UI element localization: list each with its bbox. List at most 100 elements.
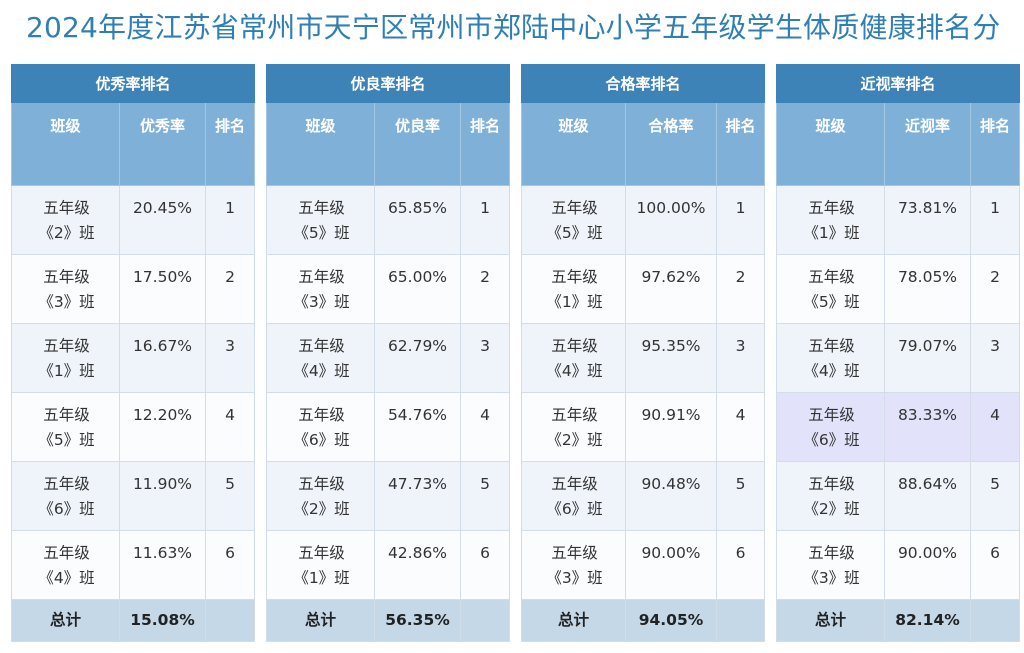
class-cell: 五年级 《6》班	[521, 461, 626, 531]
class-number: 《5》班	[293, 224, 350, 242]
class-cell: 五年级 《1》班	[776, 185, 885, 255]
class-number: 《6》班	[546, 500, 603, 518]
class-cell: 五年级 《4》班	[11, 530, 120, 600]
table-row: 五年级 《4》班 62.79% 3	[266, 323, 511, 393]
total-empty-cell	[969, 599, 1021, 642]
class-grade: 五年级	[298, 406, 345, 424]
rank-cell: 5	[459, 461, 511, 531]
table-row: 五年级《6》班 54.76% 4	[266, 392, 511, 462]
rate-cell: 90.91%	[625, 392, 717, 462]
table-title: 优秀率排名	[10, 64, 256, 103]
ranking-table: 近视率排名 班级 近视率 排名 五年级 《1》班 73.81% 1 五年级 《5》班…	[775, 64, 1021, 642]
total-row: 总计 15.08%	[11, 599, 256, 642]
class-grade: 五年级	[298, 337, 345, 355]
class-cell: 五年级 《3》班	[11, 254, 120, 324]
class-cell: 五年级《1》班	[266, 530, 375, 600]
rank-cell: 2	[204, 254, 256, 324]
table-row: 五年级 《3》班 17.50% 2	[11, 254, 256, 324]
table-row-highlighted: 五年级 《6》班 83.33% 4	[776, 392, 1021, 462]
rank-cell: 4	[969, 392, 1021, 462]
table-row: 五年级 《2》班 90.91% 4	[521, 392, 766, 462]
rank-cell: 4	[204, 392, 256, 462]
class-number: 《1》班	[293, 569, 350, 587]
class-cell: 五年级 《4》班	[521, 323, 626, 393]
class-grade: 五年级	[298, 199, 345, 217]
total-row: 总计 56.35%	[266, 599, 511, 642]
class-grade: 五年级	[551, 337, 598, 355]
class-cell: 五年级 《3》班	[266, 254, 375, 324]
rank-cell: 3	[969, 323, 1021, 393]
rank-cell: 5	[969, 461, 1021, 531]
table-row: 五年级 《3》班 90.00% 6	[776, 530, 1021, 600]
rate-cell: 54.76%	[374, 392, 461, 462]
class-grade: 五年级	[43, 337, 90, 355]
rate-cell: 62.79%	[374, 323, 461, 393]
col-rank-header: 排名	[459, 102, 511, 186]
rank-cell: 4	[715, 392, 766, 462]
rate-cell: 100.00%	[625, 185, 717, 255]
class-cell: 五年级 《4》班	[776, 323, 885, 393]
rank-cell: 4	[459, 392, 511, 462]
total-value: 94.05%	[625, 599, 717, 642]
rank-cell: 6	[969, 530, 1021, 600]
total-label: 总计	[521, 599, 626, 642]
class-number: 《1》班	[546, 293, 603, 311]
col-class-header: 班级	[11, 102, 120, 186]
table-row: 五年级 《6》班 90.48% 5	[521, 461, 766, 531]
page-title: 2024年度江苏省常州市天宁区常州市郑陆中心小学五年级学生体质健康排名分	[26, 11, 1001, 44]
total-label: 总计	[11, 599, 120, 642]
rank-cell: 5	[204, 461, 256, 531]
col-rank-header: 排名	[969, 102, 1021, 186]
rate-cell: 11.63%	[119, 530, 206, 600]
pass-rate-panel: 合格率排名 班级 合格率 排名 五年级 《5》班 100.00% 1 五年级 《1》…	[520, 64, 766, 642]
class-cell: 五年级《5》班	[266, 185, 375, 255]
table-title: 优良率排名	[265, 64, 511, 103]
rank-cell: 5	[715, 461, 766, 531]
class-grade: 五年级	[43, 544, 90, 562]
rank-cell: 3	[204, 323, 256, 393]
class-grade: 五年级	[551, 406, 598, 424]
class-cell: 五年级 《3》班	[776, 530, 885, 600]
ranking-table: 合格率排名 班级 合格率 排名 五年级 《5》班 100.00% 1 五年级 《1》…	[520, 64, 766, 642]
class-number: 《6》班	[293, 431, 350, 449]
class-grade: 五年级	[43, 199, 90, 217]
col-rank-header: 排名	[715, 102, 766, 186]
class-grade: 五年级	[298, 544, 345, 562]
class-number: 《6》班	[803, 431, 860, 449]
rank-cell: 1	[969, 185, 1021, 255]
rate-cell: 73.81%	[884, 185, 971, 255]
class-grade: 五年级	[808, 337, 855, 355]
rate-cell: 95.35%	[625, 323, 717, 393]
good-rate-panel: 优良率排名 班级 优良率 排名 五年级 《5》班 65.85% 1 五年级 《3》班…	[265, 64, 511, 642]
rate-cell: 88.64%	[884, 461, 971, 531]
class-number: 《5》班	[546, 224, 603, 242]
rank-cell: 6	[459, 530, 511, 600]
rate-cell: 90.00%	[884, 530, 971, 600]
col-class-header: 班级	[521, 102, 626, 186]
table-row: 五年级 《4》班 95.35% 3	[521, 323, 766, 393]
class-cell: 五年级 《5》班	[11, 392, 120, 462]
class-cell: 五年级 《6》班	[11, 461, 120, 531]
ranking-table: 优良率排名 班级 优良率 排名 五年级 《5》班 65.85% 1 五年级 《3》班…	[265, 64, 511, 642]
table-row: 五年级 《5》班 65.85% 1	[266, 185, 511, 255]
rate-cell: 65.85%	[374, 185, 461, 255]
class-cell: 五年级 《4》班	[266, 323, 375, 393]
table-row: 五年级 《6》班 11.90% 5	[11, 461, 256, 531]
excellent-rate-panel: 优秀率排名 班级 优秀率 排名 五年级 《2》班 20.45% 1 五年级 《3》班…	[10, 64, 256, 642]
class-number: 《5》班	[803, 293, 860, 311]
class-number: 《3》班	[546, 569, 603, 587]
rate-cell: 90.48%	[625, 461, 717, 531]
rate-cell: 20.45%	[119, 185, 206, 255]
table-row: 五年级 《4》班 11.63% 6	[11, 530, 256, 600]
table-row: 五年级 《1》班 42.86% 6	[266, 530, 511, 600]
class-grade: 五年级	[808, 199, 855, 217]
rank-cell: 1	[204, 185, 256, 255]
class-cell: 五年级 《6》班	[776, 392, 885, 462]
table-row: 五年级 《1》班 16.67% 3	[11, 323, 256, 393]
rate-cell: 11.90%	[119, 461, 206, 531]
rank-cell: 3	[715, 323, 766, 393]
col-class-header: 班级	[776, 102, 885, 186]
table-row: 五年级 《1》班 73.81% 1	[776, 185, 1021, 255]
rank-cell: 2	[969, 254, 1021, 324]
class-number: 《3》班	[293, 293, 350, 311]
